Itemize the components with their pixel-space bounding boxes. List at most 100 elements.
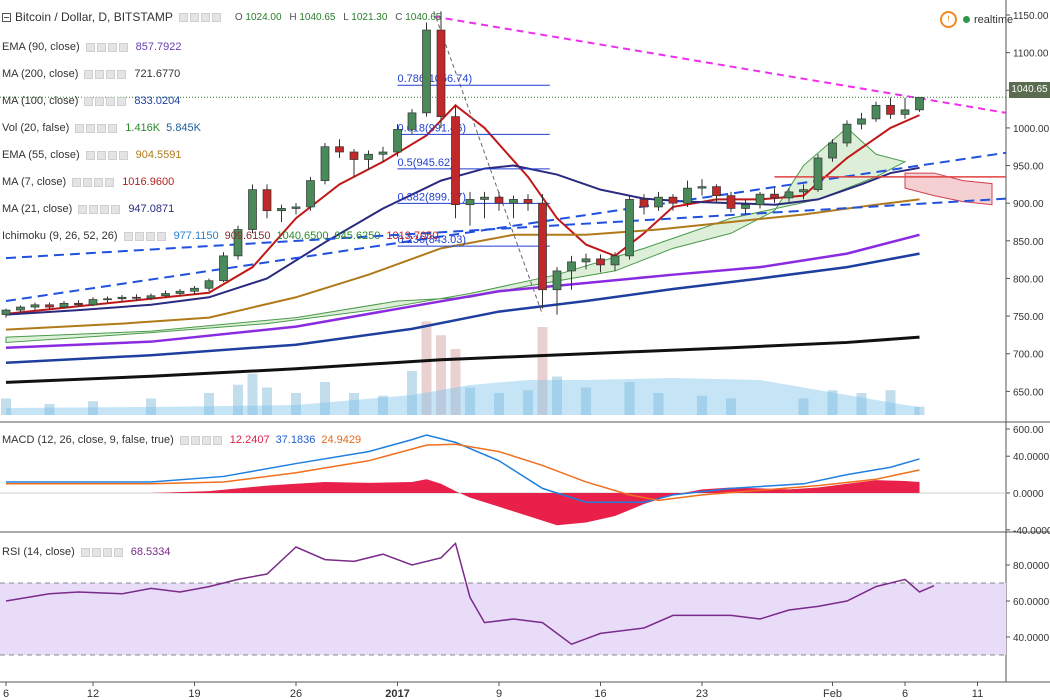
candle-up[interactable] [88,299,98,306]
indicator-legend[interactable]: MA (21, close) 947.0871 [2,201,180,217]
fib-level-label: 0.236(843.03) [398,234,467,246]
symbol-controls[interactable] [178,12,223,22]
indicator-legend-controls[interactable] [84,69,128,79]
indicator-legend[interactable]: Vol (20, false) 1.416K 5.845K [2,120,207,136]
candle-up[interactable] [610,255,620,266]
candle-up[interactable] [393,129,402,153]
candle-up[interactable] [407,112,417,130]
price-tick-label: 900.00 [1013,199,1044,210]
candle-up[interactable] [683,187,692,204]
candle-up[interactable] [654,196,663,208]
candle-up[interactable] [799,189,808,193]
candle-down[interactable] [436,29,446,117]
alert-icon[interactable]: ! [940,11,957,28]
candle-up[interactable] [117,296,127,300]
indicator-legend[interactable]: MA (200, close) 721.6770 [2,66,186,82]
indicator-legend-controls[interactable] [85,42,130,52]
candle-up[interactable] [509,199,518,204]
candle-down[interactable] [596,258,605,266]
candle-up[interactable] [842,123,852,144]
candle-down[interactable] [74,302,83,306]
indicator-legend[interactable]: Ichimoku (9, 26, 52, 26) 977.1150 909.6150… [2,228,444,244]
indicator-legend-controls[interactable] [84,96,128,106]
indicator-legend[interactable]: EMA (55, close) 904.5591 [2,147,188,163]
indicator-legend-controls[interactable] [78,204,122,214]
candle-up[interactable] [625,199,634,257]
candle-up[interactable] [146,295,156,299]
candle-up[interactable] [175,290,185,294]
candle-down[interactable] [639,199,649,208]
candle-up[interactable] [465,199,475,206]
candle-up[interactable] [915,96,924,111]
macd-histogram-bar [267,483,296,493]
price-tick-label: 750.00 [1013,312,1044,323]
indicator-legend[interactable]: MA (100, close) 833.0204 [2,93,186,109]
candle-up[interactable] [219,255,228,282]
candle-up[interactable] [1,309,11,315]
candle-up[interactable] [248,189,257,230]
rsi-legend[interactable]: RSI (14, close) 68.5334 [2,544,177,560]
candle-up[interactable] [378,151,388,155]
candle-up[interactable] [204,280,214,289]
candle-up[interactable] [320,146,330,181]
indicator-legend[interactable]: MA (7, close) 1016.9600 [2,174,180,190]
candle-up[interactable] [306,180,315,208]
indicator-legend[interactable]: EMA (90, close) 857.7922 [2,39,188,55]
candle-up[interactable] [291,206,301,209]
candle-up[interactable] [828,142,837,159]
candle-up[interactable] [422,29,431,114]
candle-up[interactable] [552,270,562,291]
candle-down[interactable] [349,151,359,160]
candle-down[interactable] [538,202,547,291]
candle-down[interactable] [712,186,721,197]
candle-up[interactable] [784,191,794,199]
realtime-label: realtime [974,13,1014,26]
candle-up[interactable] [103,298,112,301]
candle-up[interactable] [364,153,373,160]
candle-down[interactable] [523,199,533,204]
candle-up[interactable] [871,104,881,120]
candle-up[interactable] [480,196,489,200]
candle-down[interactable] [335,146,344,153]
candle-up[interactable] [30,304,40,308]
candle-up[interactable] [900,109,910,115]
candle-down[interactable] [451,116,460,206]
indicator-legend-controls[interactable] [72,177,116,187]
indicator-legend-controls[interactable] [85,150,130,160]
candle-up[interactable] [16,306,25,311]
rsi-legend-controls[interactable] [80,547,125,557]
rsi-tick-label: 80.0000 [1013,561,1050,572]
candle-down[interactable] [132,296,141,299]
candle-up[interactable] [741,204,750,209]
candle-down[interactable] [45,304,54,308]
realtime-indicator[interactable]: ! realtime [940,11,1013,28]
candle-up[interactable] [581,258,591,263]
rsi-band [0,583,1006,655]
candle-up[interactable] [813,157,823,190]
candle-down[interactable] [886,104,895,115]
volume-bar [262,387,272,415]
candle-down[interactable] [262,189,272,212]
candle-down[interactable] [494,196,504,204]
candle-down[interactable] [668,196,678,204]
price-tick-label: 1100.00 [1013,49,1049,60]
indicator-legend-value: 977.1150 [173,230,219,242]
candle-up[interactable] [59,302,69,308]
indicator-legend-controls[interactable] [123,231,168,241]
collapse-icon[interactable] [2,12,11,22]
macd-legend-controls[interactable] [179,435,224,445]
candle-up[interactable] [277,208,286,212]
candle-up[interactable] [697,186,707,189]
candle-up[interactable] [755,193,765,206]
candle-down[interactable] [726,195,736,209]
candle-up[interactable] [857,118,866,125]
candle-up[interactable] [161,293,170,297]
candle-up[interactable] [233,229,243,257]
macd-legend-label: MACD (12, 26, close, 9, false, true) [2,434,174,446]
candle-down[interactable] [770,193,779,199]
indicator-legend-controls[interactable] [75,123,119,133]
macd-legend[interactable]: MACD (12, 26, close, 9, false, true) 12.2… [2,432,367,448]
candle-up[interactable] [567,261,576,272]
candle-up[interactable] [190,287,199,292]
